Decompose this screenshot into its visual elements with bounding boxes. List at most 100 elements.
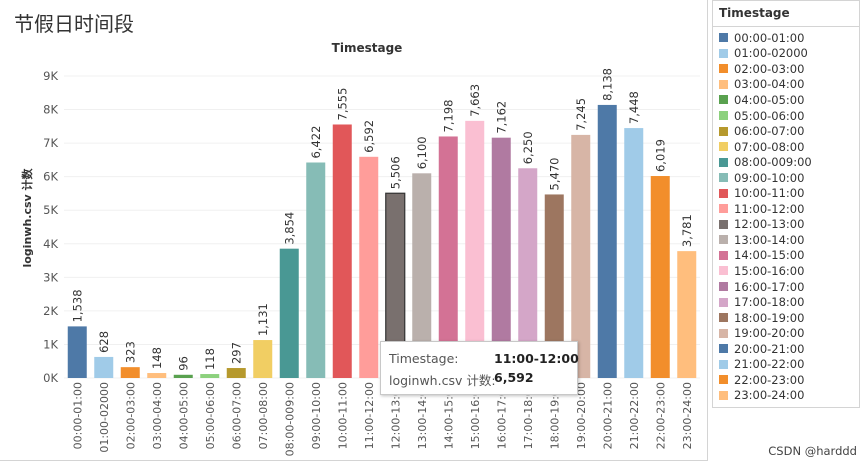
data-label: 6,422 xyxy=(309,126,323,159)
legend-item[interactable]: 09:00-10:00 xyxy=(713,170,859,186)
legend-label: 00:00-01:00 xyxy=(734,30,805,45)
legend-item[interactable]: 01:00-02000 xyxy=(713,46,859,62)
tooltip-value-timestage: 11:00-12:00 xyxy=(494,351,579,366)
bar[interactable] xyxy=(253,340,273,378)
bar[interactable] xyxy=(597,104,617,378)
data-label: 6,592 xyxy=(362,120,376,153)
data-label: 628 xyxy=(97,331,111,353)
legend-item[interactable]: 07:00-08:00 xyxy=(713,139,859,155)
legend-label: 15:00-16:00 xyxy=(734,263,805,278)
data-label: 7,555 xyxy=(335,88,349,121)
legend-item[interactable]: 10:00-11:00 xyxy=(713,185,859,201)
x-tick-label: 03:00-04:00 xyxy=(151,382,164,449)
legend-item[interactable]: 04:00-05:00 xyxy=(713,92,859,108)
legend-item[interactable]: 14:00-15:00 xyxy=(713,248,859,264)
legend-item[interactable]: 19:00-20:00 xyxy=(713,325,859,341)
chart-title: Timestage xyxy=(332,41,403,55)
legend-label: 14:00-15:00 xyxy=(734,248,805,263)
legend-item[interactable]: 02:00-03:00 xyxy=(713,61,859,77)
bar[interactable] xyxy=(359,156,379,378)
bar[interactable] xyxy=(67,326,87,378)
legend-item[interactable]: 11:00-12:00 xyxy=(713,201,859,217)
bar[interactable] xyxy=(412,173,432,378)
legend-item[interactable]: 00:00-01:00 xyxy=(713,30,859,46)
x-tick-label: 19:00-20:00 xyxy=(575,382,588,449)
bar[interactable] xyxy=(518,168,538,378)
legend-item[interactable]: 13:00-14:00 xyxy=(713,232,859,248)
legend-item[interactable]: 18:00-19:00 xyxy=(713,310,859,326)
legend-label: 22:00-23:00 xyxy=(734,372,805,387)
legend-swatch xyxy=(719,142,728,152)
bar[interactable] xyxy=(650,176,670,378)
legend-swatch xyxy=(719,344,728,354)
legend-swatch xyxy=(719,188,728,198)
data-label: 6,250 xyxy=(521,131,535,164)
legend-item[interactable]: 17:00-18:00 xyxy=(713,294,859,310)
legend-item[interactable]: 15:00-16:00 xyxy=(713,263,859,279)
bar[interactable] xyxy=(438,136,458,378)
data-label: 1,131 xyxy=(256,303,270,336)
y-tick-label: 5K xyxy=(43,203,58,217)
legend-label: 20:00-21:00 xyxy=(734,341,805,356)
x-tick-label: 08:00-009:00 xyxy=(283,382,296,456)
legend-label: 04:00-05:00 xyxy=(734,92,805,107)
legend-swatch xyxy=(719,204,728,214)
y-tick-label: 0K xyxy=(43,371,58,385)
x-tick-label: 09:00-10:00 xyxy=(310,382,323,449)
bar[interactable] xyxy=(173,374,193,378)
legend-item[interactable]: 21:00-22:00 xyxy=(713,356,859,372)
legend-item[interactable]: 03:00-04:00 xyxy=(713,77,859,93)
legend-item[interactable]: 23:00-24:00 xyxy=(713,388,859,404)
x-axis-ticks: 00:00-01:00 01:00-02000 02:00-03:00 03:00-0… xyxy=(71,382,694,456)
y-tick-label: 7K xyxy=(43,136,58,150)
x-tick-label: 14:00-15:00 xyxy=(442,382,455,449)
data-label: 118 xyxy=(203,348,217,370)
legend-item[interactable]: 16:00-17:00 xyxy=(713,279,859,295)
x-tick-label: 06:00-07:00 xyxy=(230,382,243,449)
legend-swatch xyxy=(719,33,728,43)
legend-item[interactable]: 08:00-009:00 xyxy=(713,154,859,170)
bar[interactable] xyxy=(624,128,644,378)
bar[interactable] xyxy=(677,251,697,378)
legend-swatch xyxy=(719,375,728,385)
legend-item[interactable]: 22:00-23:00 xyxy=(713,372,859,388)
legend-swatch xyxy=(719,64,728,74)
legend-label: 06:00-07:00 xyxy=(734,124,805,139)
legend-swatch xyxy=(719,266,728,276)
legend-label: 10:00-11:00 xyxy=(734,186,805,201)
bar[interactable] xyxy=(544,194,564,378)
legend-label: 07:00-08:00 xyxy=(734,139,805,154)
data-label: 7,245 xyxy=(574,98,588,131)
data-label: 7,162 xyxy=(494,101,508,134)
bar[interactable] xyxy=(279,248,299,378)
legend-swatch xyxy=(719,282,728,292)
bar[interactable] xyxy=(491,137,511,378)
x-tick-label: 15:00-16:00 xyxy=(469,382,482,449)
legend-swatch xyxy=(719,359,728,369)
bar[interactable] xyxy=(147,373,167,378)
legend-item[interactable]: 12:00-13:00 xyxy=(713,217,859,233)
bar[interactable] xyxy=(226,368,246,378)
bar[interactable] xyxy=(200,374,220,378)
x-tick-label: 07:00-08:00 xyxy=(257,382,270,449)
x-tick-label: 10:00-11:00 xyxy=(336,382,349,449)
page-title: 节假日时间段 xyxy=(14,12,134,36)
legend-swatch xyxy=(719,111,728,120)
bar[interactable] xyxy=(465,120,485,379)
bar[interactable] xyxy=(94,356,114,378)
bar[interactable] xyxy=(332,124,352,378)
data-label: 96 xyxy=(176,356,190,371)
legend-item[interactable]: 20:00-21:00 xyxy=(713,341,859,357)
bar-chart: Timestage loginwh.csv 计数 0K 1K 2K 3K 4K 5K 6K 7… xyxy=(20,41,700,456)
bar[interactable] xyxy=(306,162,326,378)
legend-swatch xyxy=(719,219,728,229)
bar[interactable] xyxy=(120,367,140,378)
legend-label: 19:00-20:00 xyxy=(734,326,805,341)
legend-item[interactable]: 05:00-06:00 xyxy=(713,108,859,124)
data-label: 7,198 xyxy=(441,100,455,133)
data-label: 7,663 xyxy=(468,84,482,117)
legend-item[interactable]: 06:00-07:00 xyxy=(713,123,859,139)
y-tick-label: 4K xyxy=(43,237,58,251)
legend-swatch xyxy=(719,173,728,183)
bar[interactable] xyxy=(571,134,591,378)
